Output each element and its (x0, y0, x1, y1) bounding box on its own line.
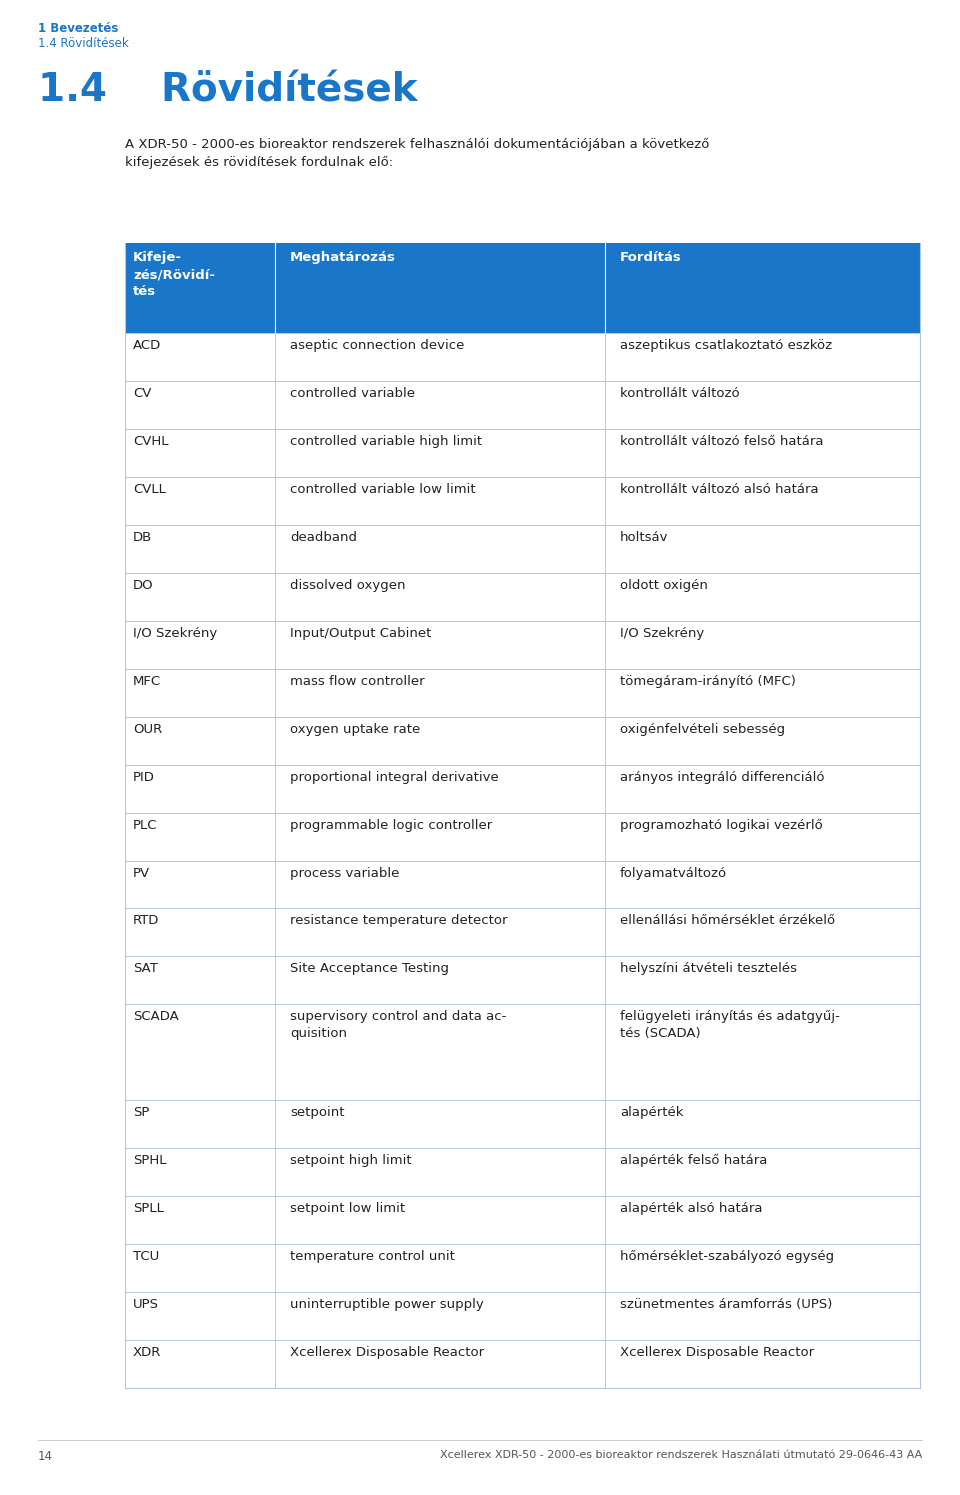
Text: controlled variable low limit: controlled variable low limit (290, 483, 475, 496)
Text: Site Acceptance Testing: Site Acceptance Testing (290, 963, 449, 975)
Text: alapérték alsó határa: alapérték alsó határa (620, 1202, 762, 1215)
Text: controlled variable: controlled variable (290, 387, 415, 401)
Text: Fordítás: Fordítás (620, 251, 682, 265)
Text: process variable: process variable (290, 867, 399, 879)
Text: I/O Szekrény: I/O Szekrény (620, 626, 705, 640)
Text: deadband: deadband (290, 531, 357, 544)
Text: A XDR-50 - 2000-es bioreaktor rendszerek felhasználói dokumentációjában a követk: A XDR-50 - 2000-es bioreaktor rendszerek… (125, 138, 709, 169)
Text: OUR: OUR (133, 722, 162, 736)
Text: controlled variable high limit: controlled variable high limit (290, 435, 482, 448)
Text: oxygen uptake rate: oxygen uptake rate (290, 722, 420, 736)
Text: RTD: RTD (133, 915, 159, 927)
Text: resistance temperature detector: resistance temperature detector (290, 915, 508, 927)
Text: CVHL: CVHL (133, 435, 169, 448)
Text: tömegáram-irányító (MFC): tömegáram-irányító (MFC) (620, 674, 796, 688)
Text: setpoint: setpoint (290, 1106, 345, 1120)
Text: PID: PID (133, 770, 155, 783)
Text: UPS: UPS (133, 1298, 159, 1311)
Text: MFC: MFC (133, 674, 161, 688)
Text: programmable logic controller: programmable logic controller (290, 819, 492, 831)
Text: 1 Bevezetés: 1 Bevezetés (38, 22, 118, 34)
Text: oldott oxigén: oldott oxigén (620, 579, 708, 592)
Text: SCADA: SCADA (133, 1011, 179, 1024)
Text: felügyeleti irányítás és adatgyűj-
tés (SCADA): felügyeleti irányítás és adatgyűj- tés (… (620, 1011, 840, 1041)
Text: Input/Output Cabinet: Input/Output Cabinet (290, 626, 431, 640)
Text: uninterruptible power supply: uninterruptible power supply (290, 1298, 484, 1311)
Text: setpoint low limit: setpoint low limit (290, 1202, 405, 1215)
Text: CVLL: CVLL (133, 483, 166, 496)
Text: dissolved oxygen: dissolved oxygen (290, 579, 405, 592)
Text: proportional integral derivative: proportional integral derivative (290, 770, 499, 783)
Text: ellenállási hőmérséklet érzékelő: ellenállási hőmérséklet érzékelő (620, 915, 835, 927)
Text: hőmérséklet-szabályozó egység: hőmérséklet-szabályozó egység (620, 1250, 834, 1263)
Text: SP: SP (133, 1106, 150, 1120)
Text: PV: PV (133, 867, 150, 879)
Text: Xcellerex Disposable Reactor: Xcellerex Disposable Reactor (620, 1346, 814, 1359)
Text: Meghatározás: Meghatározás (290, 251, 396, 265)
Text: mass flow controller: mass flow controller (290, 674, 424, 688)
Text: PLC: PLC (133, 819, 157, 831)
Text: Kifeje-
zés/Rövidí-
tés: Kifeje- zés/Rövidí- tés (133, 251, 215, 298)
Text: TCU: TCU (133, 1250, 159, 1263)
Text: setpoint high limit: setpoint high limit (290, 1154, 412, 1168)
Text: oxigénfelvételi sebesség: oxigénfelvételi sebesség (620, 722, 785, 736)
Text: holtsáv: holtsáv (620, 531, 668, 544)
Text: szünetmentes áramforrás (UPS): szünetmentes áramforrás (UPS) (620, 1298, 832, 1311)
Bar (125, 244, 920, 333)
Text: CV: CV (133, 387, 152, 401)
Text: SAT: SAT (133, 963, 157, 975)
Text: Xcellerex Disposable Reactor: Xcellerex Disposable Reactor (290, 1346, 484, 1359)
Text: temperature control unit: temperature control unit (290, 1250, 455, 1263)
Text: DB: DB (133, 531, 153, 544)
Text: SPHL: SPHL (133, 1154, 166, 1168)
Text: 1.4 Rövidítések: 1.4 Rövidítések (38, 37, 129, 49)
Text: arányos integráló differenciáló: arányos integráló differenciáló (620, 770, 825, 783)
Text: SPLL: SPLL (133, 1202, 164, 1215)
Text: kontrollált változó: kontrollált változó (620, 387, 739, 401)
Text: 14: 14 (38, 1450, 53, 1464)
Text: XDR: XDR (133, 1346, 161, 1359)
Text: ACD: ACD (133, 339, 161, 351)
Text: aszeptikus csatlakoztató eszköz: aszeptikus csatlakoztató eszköz (620, 339, 832, 351)
Text: alapérték felső határa: alapérték felső határa (620, 1154, 767, 1168)
Text: aseptic connection device: aseptic connection device (290, 339, 465, 351)
Text: 1.4    Rövidítések: 1.4 Rövidítések (38, 72, 418, 111)
Text: kontrollált változó alsó határa: kontrollált változó alsó határa (620, 483, 819, 496)
Text: alapérték: alapérték (620, 1106, 684, 1120)
Text: I/O Szekrény: I/O Szekrény (133, 626, 217, 640)
Text: DO: DO (133, 579, 154, 592)
Text: programozható logikai vezérlő: programozható logikai vezérlő (620, 819, 823, 831)
Text: Xcellerex XDR-50 - 2000-es bioreaktor rendszerek Használati útmutató 29-0646-43 : Xcellerex XDR-50 - 2000-es bioreaktor re… (440, 1450, 922, 1461)
Text: supervisory control and data ac-
quisition: supervisory control and data ac- quisiti… (290, 1011, 506, 1041)
Text: kontrollált változó felső határa: kontrollált változó felső határa (620, 435, 824, 448)
Text: helyszíni átvételi tesztelés: helyszíni átvételi tesztelés (620, 963, 797, 975)
Text: folyamatváltozó: folyamatváltozó (620, 867, 727, 879)
